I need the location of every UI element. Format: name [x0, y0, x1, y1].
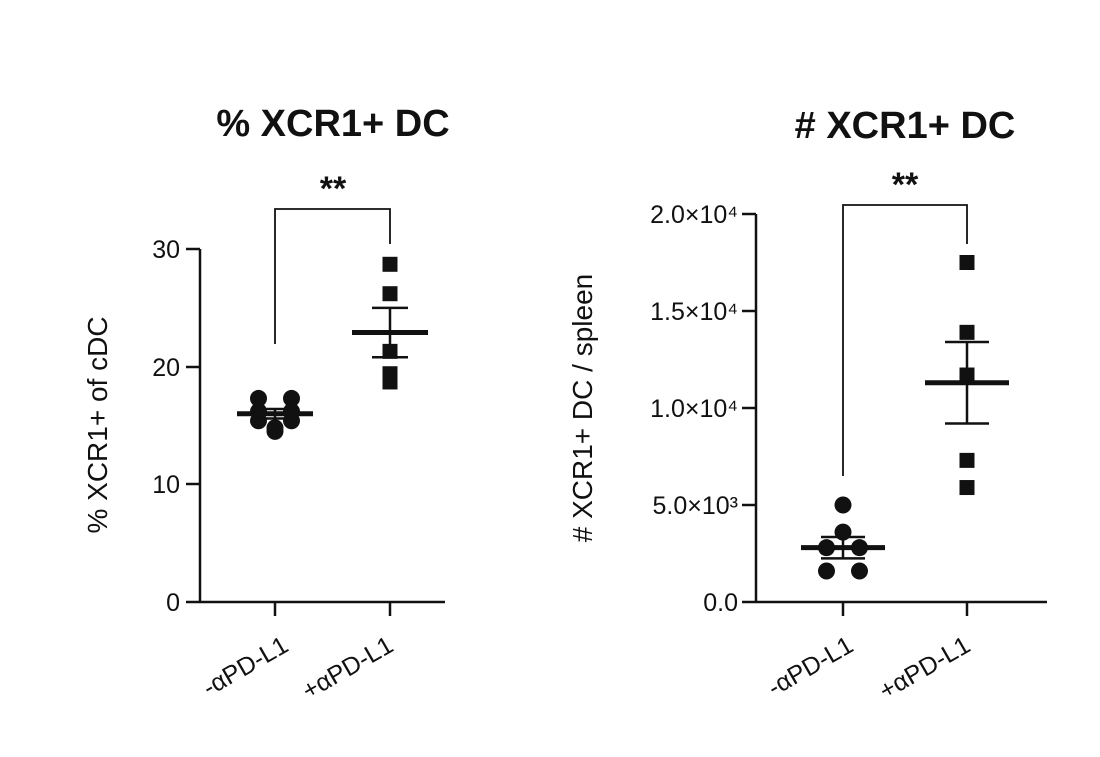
significance-bracket [842, 204, 968, 476]
data-point [851, 562, 868, 580]
data-point [959, 324, 975, 340]
y-tick-label: 30 [152, 236, 180, 264]
y-tick-label: 10 [152, 471, 180, 499]
data-marks [237, 256, 428, 440]
data-point [250, 389, 267, 407]
data-point [283, 389, 300, 407]
data-point [818, 562, 835, 580]
significance-bracket [274, 208, 391, 344]
significance-label: ** [892, 166, 919, 204]
y-tick-label: 2.0×10⁴ [650, 201, 738, 229]
y-tick-label: 20 [152, 354, 180, 382]
data-point [266, 422, 284, 440]
data-point [959, 255, 975, 270]
data-marks [801, 255, 1009, 580]
y-tick-label: 0 [166, 589, 180, 617]
data-point [382, 256, 398, 272]
y-tick-label: 5.0×10³ [653, 492, 739, 520]
x-category-label: -αPD-L1 [198, 631, 293, 702]
y-tick-label: 0.0 [703, 589, 738, 617]
y-axis-label: # XCR1+ DC / spleen [567, 274, 598, 542]
data-point [959, 480, 975, 496]
chart-title: % XCR1+ DC [216, 103, 449, 145]
y-axis-label: % XCR1+ of cDC [82, 316, 113, 533]
chart-count-xcr1: # XCR1+ DC # XCR1+ DC / spleen 0.0 5.0×1… [567, 105, 1047, 705]
x-category-label: -αPD-L1 [763, 631, 858, 702]
x-category-label: +αPD-L1 [297, 631, 398, 705]
data-point [959, 452, 975, 468]
y-tick-label: 1.0×10⁴ [650, 395, 738, 423]
y-tick-label: 1.5×10⁴ [650, 298, 738, 326]
data-point [382, 286, 398, 302]
data-point [283, 412, 300, 430]
data-point [382, 374, 398, 390]
data-point [834, 496, 852, 514]
significance-label: ** [320, 170, 347, 208]
x-category-label: +αPD-L1 [874, 631, 975, 705]
chart-title: # XCR1+ DC [795, 105, 1016, 147]
chart-percent-xcr1: % XCR1+ DC % XCR1+ of cDC 0 10 20 30 -αP… [82, 103, 450, 705]
data-point [250, 412, 267, 430]
